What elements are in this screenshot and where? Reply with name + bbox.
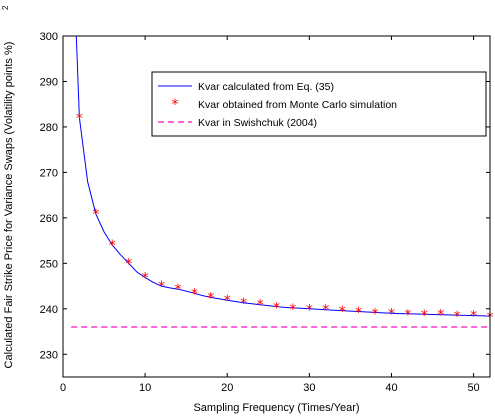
axis-ticks: 0 10 20 30 40 50 230 240 250 260 270 280 290 300: [40, 31, 490, 394]
monte-carlo-marker: *: [109, 238, 116, 254]
y-axis-label-group: Calculated Fair Strike Price for Varianc…: [1, 5, 15, 368]
y-tick-label: 260: [40, 213, 58, 225]
monte-carlo-marker: *: [339, 304, 346, 320]
monte-carlo-marker: *: [273, 300, 280, 316]
monte-carlo-marker: *: [174, 282, 181, 298]
monte-carlo-marker: *: [437, 308, 444, 324]
x-tick-label: 30: [303, 382, 315, 394]
y-tick-label: 230: [40, 349, 58, 361]
monte-carlo-marker: *: [142, 270, 149, 286]
monte-carlo-marker: *: [224, 293, 231, 309]
monte-carlo-marker: *: [421, 308, 428, 324]
legend-label-swishchuk: Kvar in Swishchuk (2004): [198, 117, 317, 129]
legend-swatch-monte-carlo: *: [172, 97, 179, 113]
y-tick-label: 300: [40, 31, 58, 43]
monte-carlo-marker: *: [158, 279, 165, 295]
plot-series: * * * * * * * * * * * * * * * * * * * * * * * * * *: [71, 36, 494, 328]
legend: * Kvar calculated from Eq. (35) Kvar obt…: [151, 71, 487, 137]
monte-carlo-marker: *: [240, 296, 247, 312]
monte-carlo-marker: *: [404, 307, 411, 323]
x-tick-label: 10: [139, 382, 151, 394]
monte-carlo-marker: *: [257, 298, 264, 314]
monte-carlo-marker: *: [388, 306, 395, 322]
y-tick-label: 290: [40, 76, 58, 88]
monte-carlo-marker: *: [207, 290, 214, 306]
legend-box: [151, 71, 487, 137]
monte-carlo-marker: *: [76, 111, 83, 127]
x-axis-label: Sampling Frequency (Times/Year): [193, 402, 359, 414]
y-tick-label: 270: [40, 167, 58, 179]
monte-carlo-marker: *: [470, 309, 477, 325]
legend-label-monte-carlo: Kvar obtained from Monte Carlo simulatio…: [198, 99, 397, 111]
x-tick-label: 0: [60, 382, 66, 394]
x-tick-label: 20: [221, 382, 233, 394]
monte-carlo-marker: *: [355, 305, 362, 321]
y-tick-label: 280: [40, 122, 58, 134]
y-tick-label: 240: [40, 304, 58, 316]
monte-carlo-marker: *: [92, 207, 99, 223]
monte-carlo-marker: *: [191, 286, 198, 302]
monte-carlo-marker: *: [289, 302, 296, 318]
x-tick-label: 40: [385, 382, 397, 394]
monte-carlo-marker: *: [454, 309, 461, 325]
y-axis-label: Calculated Fair Strike Price for Varianc…: [3, 42, 15, 369]
monte-carlo-marker: *: [372, 306, 379, 322]
y-axis-label-superscript: 2: [1, 5, 10, 10]
series-line-eq35: [75, 36, 490, 317]
y-tick-label: 250: [40, 258, 58, 270]
monte-carlo-marker: *: [125, 256, 132, 272]
axes-frame: [62, 35, 491, 378]
monte-carlo-marker: *: [322, 303, 329, 319]
monte-carlo-marker: *: [306, 302, 313, 318]
x-tick-label: 50: [467, 382, 479, 394]
legend-label-eq35: Kvar calculated from Eq. (35): [198, 81, 334, 93]
